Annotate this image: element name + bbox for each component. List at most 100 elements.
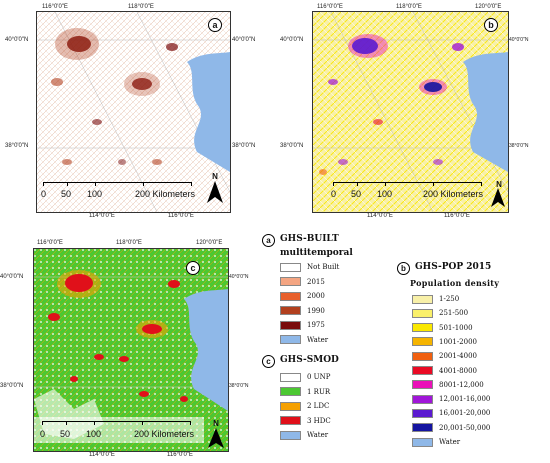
- legend-item: 2001-4000: [412, 351, 477, 361]
- legend-label: 4001-8000: [439, 366, 477, 375]
- legend-label: Water: [307, 431, 329, 439]
- legend-swatch: [412, 294, 433, 304]
- legend-marker-c: c: [262, 355, 275, 368]
- legend-item: 3 HDC: [280, 416, 331, 426]
- legend-swatch: [280, 277, 301, 286]
- legend-swatch: [280, 335, 301, 344]
- top-tick: 118°0'0"E: [116, 240, 142, 246]
- legend-label: 1990: [307, 306, 325, 315]
- scale-label: 200 Kilometers: [135, 189, 196, 199]
- legend-swatch: [280, 262, 301, 272]
- sea: [463, 52, 508, 172]
- legend-marker-b: b: [397, 262, 410, 275]
- legend-title: GHS-POP 2015: [415, 262, 492, 272]
- map-frame-a: a 0 50 100 200 Kilometers N: [36, 11, 231, 213]
- left-tick: 38°0'0"N: [5, 143, 29, 149]
- legend-swatch: [280, 416, 301, 425]
- panel-label-c: c: [186, 261, 200, 275]
- top-tick: 118°0'0"E: [396, 4, 422, 10]
- legend-item: Not Built: [280, 262, 339, 272]
- bottom-tick: 114°0'0"E: [367, 213, 393, 219]
- map-frame-c: c 0 50 100 200 Kilometers N: [33, 248, 229, 452]
- top-tick: 118°0'0"E: [128, 4, 154, 10]
- legend-label: Water: [307, 335, 329, 344]
- legend-item: 4001-8000: [412, 366, 477, 376]
- bottom-tick: 114°0'0"E: [89, 213, 115, 219]
- legend-label: 20,001-50,000: [439, 423, 491, 432]
- left-tick: 38°0'0"N: [0, 383, 24, 389]
- legend-swatch: [412, 337, 433, 347]
- legend-item: 1 RUR: [280, 387, 330, 397]
- legend-swatch: [280, 306, 301, 315]
- legend-swatch: [412, 408, 433, 418]
- legend-item: 2015: [280, 277, 325, 287]
- legend-swatch: [280, 320, 301, 330]
- legend-item: 2 LDC: [280, 401, 329, 411]
- left-tick: 40°0'0"N: [0, 274, 24, 280]
- top-tick: 116°0'0"E: [317, 4, 343, 10]
- sea: [187, 52, 230, 172]
- north-label: N: [213, 419, 219, 428]
- legend-item: 2000: [280, 291, 325, 301]
- legend-swatch: [412, 351, 433, 361]
- legend-label: 2000: [307, 292, 325, 300]
- top-tick: 116°0'0"E: [37, 240, 63, 246]
- legend-swatch: [280, 372, 301, 382]
- legend-item: 501-1000: [412, 323, 473, 333]
- legend-subtitle: multitemporal: [280, 248, 353, 258]
- legend-label: Water: [439, 438, 461, 446]
- right-tick: 40°0'0"N: [232, 37, 256, 43]
- legend-label: 1-250: [439, 295, 460, 303]
- north-arrow: [489, 188, 507, 210]
- legend-label: 2001-4000: [439, 352, 477, 361]
- north-arrow-icon: [491, 188, 505, 207]
- legend-label: 8001-12,000: [439, 380, 484, 389]
- legend-swatch: [280, 430, 301, 440]
- legend-label: 2015: [307, 277, 325, 286]
- legend-label: 1001-2000: [439, 337, 477, 346]
- scale-label: 0: [40, 429, 46, 439]
- bottom-tick: 114°0'0"E: [89, 452, 115, 458]
- legend-label: 3 HDC: [307, 416, 331, 425]
- sea: [184, 289, 228, 411]
- legend-item: 8001-12,000: [412, 380, 484, 390]
- legend-swatch: [412, 423, 433, 433]
- north-arrow: N: [206, 419, 226, 451]
- legend-title: GHS-BUILT: [280, 234, 339, 244]
- scale-label: 0: [331, 189, 337, 199]
- scale-label: 100: [86, 429, 102, 439]
- legend-label: 1 RUR: [307, 387, 331, 396]
- legend-label: 251-500: [439, 309, 469, 318]
- legend-label: 0 UNP: [307, 373, 331, 381]
- north-label: N: [496, 180, 502, 189]
- left-tick: 40°0'0"N: [5, 37, 29, 43]
- legend-swatch: [280, 387, 301, 396]
- legend-marker-a: a: [262, 234, 275, 247]
- legend-item: 20,001-50,000: [412, 423, 490, 433]
- legend-label: 16,001-20,000: [439, 409, 491, 418]
- legend-swatch: [412, 308, 433, 318]
- right-tick: 38°0'0"N: [509, 143, 529, 149]
- legend-swatch: [412, 323, 433, 333]
- scale-label: 200 Kilometers: [134, 429, 195, 439]
- north-arrow-icon: [208, 428, 224, 448]
- legend-item: 1990: [280, 306, 325, 316]
- scale-bar: [42, 421, 190, 422]
- legend-subtitle: Population density: [410, 278, 500, 288]
- legend-swatch: [412, 366, 433, 375]
- legend-item: Water: [280, 430, 328, 440]
- legend-swatch: [280, 401, 301, 411]
- scale-bar: [43, 182, 191, 183]
- north-arrow: N: [205, 172, 225, 207]
- scale-label: 200 Kilometers: [423, 189, 484, 199]
- legend-item: 251-500: [412, 308, 468, 318]
- top-tick: 120°0'0"E: [475, 4, 502, 10]
- legend-item: 12,001-16,000: [412, 394, 490, 404]
- scale-bar: [333, 182, 481, 183]
- bottom-tick: 116°0'0"E: [168, 213, 194, 219]
- population-map: [313, 12, 508, 212]
- scale-label: 50: [351, 189, 362, 199]
- legend-item: Water: [412, 437, 460, 447]
- scale-label: 50: [60, 429, 71, 439]
- legend-label: 1975: [307, 321, 325, 329]
